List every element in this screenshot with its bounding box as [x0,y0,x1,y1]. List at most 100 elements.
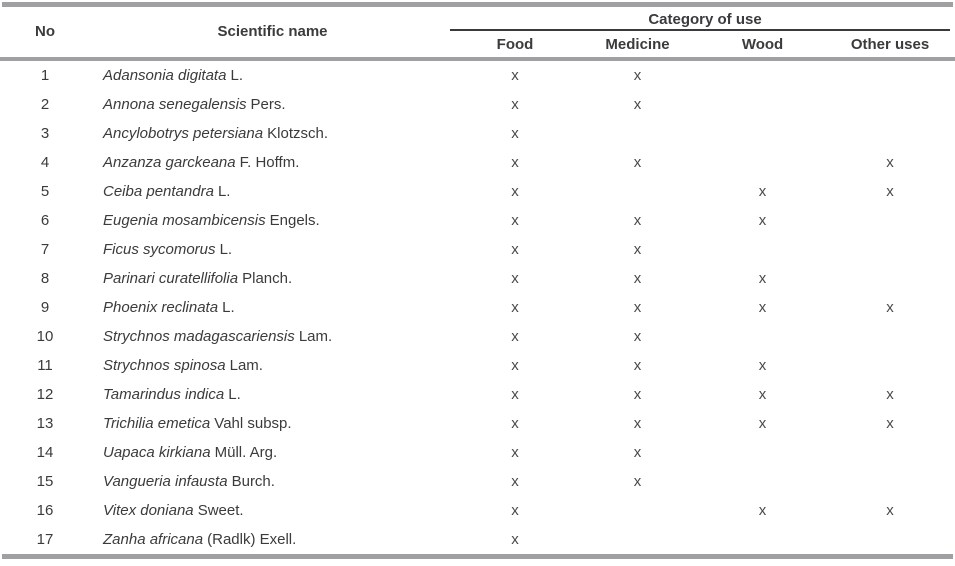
scientific-name-binomial: Zanha africana [103,531,204,548]
scientific-name-binomial: Anzanza garckeana [103,154,236,171]
author-abbreviation: (Radlk) Exell. [207,531,297,548]
row-number: 3 [40,125,50,142]
other-uses-mark: x [886,386,894,403]
food-mark: x [511,183,519,200]
author-abbreviation: L. [228,386,241,403]
table-body: 1 Adansonia digitata L. x x 2 Annona sene… [0,61,955,554]
table-row: 12 Tamarindus indica L. x x x x [0,380,955,409]
medicine-mark: x [633,270,642,287]
header-category-of-use: Category of use [648,11,762,28]
table-row: 11 Strychnos spinosa Lam. x x x [0,351,955,380]
row-number: 10 [36,328,54,345]
scientific-name: Parinari curatellifolia Planch. [90,270,455,287]
medicine-mark: x [633,154,642,171]
author-abbreviation: Klotzsch. [267,125,328,142]
row-number: 17 [36,531,54,548]
author-abbreviation: L. [230,67,243,84]
medicine-mark: x [633,96,642,113]
scientific-name-binomial: Phoenix reclinata [103,299,219,316]
row-number: 6 [40,212,50,229]
medicine-mark: x [633,415,642,432]
table-header: No Scientific name Category of use Food … [0,7,955,57]
author-abbreviation: Burch. [231,473,275,490]
scientific-name: Phoenix reclinata L. [90,299,455,316]
header-scientific-name: Scientific name [217,23,328,40]
scientific-name: Trichilia emetica Vahl subsp. [90,415,455,432]
header-rule [0,57,955,61]
scientific-name-binomial: Ceiba pentandra [103,183,214,200]
category-underline-rule [450,29,950,31]
medicine-mark: x [633,386,642,403]
other-uses-mark: x [886,502,894,519]
medicine-mark: x [633,212,642,229]
scientific-name: Anzanza garckeana F. Hoffm. [90,154,455,171]
category-of-use-group: Category of use Food Medicine Wood Other… [450,7,955,57]
author-abbreviation: Lam. [229,357,263,374]
wood-mark: x [758,502,767,519]
food-mark: x [511,270,519,287]
scientific-name-binomial: Annona senegalensis [103,96,247,113]
scientific-name: Vangueria infausta Burch. [90,473,455,490]
table-row: 14 Uapaca kirkiana Müll. Arg. x x [0,438,955,467]
food-mark: x [511,67,519,84]
row-number: 12 [36,386,54,403]
scientific-name-binomial: Parinari curatellifolia [103,270,239,287]
table-row: 2 Annona senegalensis Pers. x x [0,90,955,119]
scientific-name-binomial: Strychnos madagascariensis [103,328,295,345]
author-abbreviation: F. Hoffm. [239,154,300,171]
table-row: 6 Eugenia mosambicensis Engels. x x x [0,206,955,235]
row-number: 5 [40,183,50,200]
food-mark: x [511,241,519,258]
food-mark: x [511,96,519,113]
food-mark: x [511,415,519,432]
row-number: 4 [40,154,50,171]
author-abbreviation: L. [222,299,235,316]
scientific-name-binomial: Vangueria infausta [103,473,228,490]
table-row: 5 Ceiba pentandra L. x x x [0,177,955,206]
other-uses-mark: x [886,154,894,171]
row-number: 15 [36,473,54,490]
table-row: 1 Adansonia digitata L. x x [0,61,955,90]
table-row: 8 Parinari curatellifolia Planch. x x x [0,264,955,293]
wood-mark: x [758,183,767,200]
scientific-name-binomial: Ancylobotrys petersiana [103,125,264,142]
scientific-name-binomial: Ficus sycomorus [103,241,216,258]
top-rule [2,2,953,7]
scientific-name-binomial: Tamarindus indica [103,386,225,403]
table-row: 9 Phoenix reclinata L. x x x x [0,293,955,322]
scientific-name: Vitex doniana Sweet. [90,502,455,519]
row-number: 2 [40,96,50,113]
scientific-name-binomial: Adansonia digitata [103,67,227,84]
food-mark: x [511,357,519,374]
scientific-name: Adansonia digitata L. [90,67,455,84]
table-row: 7 Ficus sycomorus L. x x [0,235,955,264]
scientific-name: Strychnos spinosa Lam. [90,357,455,374]
author-abbreviation: Müll. Arg. [214,444,278,461]
row-number: 11 [37,357,53,374]
header-medicine: Medicine [605,35,670,53]
medicine-mark: x [633,357,642,374]
author-abbreviation: Vahl subsp. [214,415,292,432]
wood-mark: x [758,415,767,432]
food-mark: x [511,125,519,142]
scientific-name-binomial: Trichilia emetica [103,415,211,432]
header-other-uses: Other uses [850,35,930,53]
bottom-rule [2,554,953,559]
table-row: 15 Vangueria infausta Burch. x x [0,467,955,496]
scientific-name: Zanha africana (Radlk) Exell. [90,531,455,548]
row-number: 1 [40,67,50,84]
other-uses-mark: x [886,299,894,316]
food-mark: x [511,328,519,345]
row-number: 7 [40,241,50,258]
wood-mark: x [758,357,767,374]
scientific-name-binomial: Uapaca kirkiana [103,444,211,461]
food-mark: x [511,154,519,171]
scientific-name: Uapaca kirkiana Müll. Arg. [90,444,455,461]
scientific-name-binomial: Strychnos spinosa [103,357,226,374]
row-number: 14 [36,444,54,461]
wood-mark: x [758,212,767,229]
author-abbreviation: Planch. [242,270,293,287]
medicine-mark: x [633,328,642,345]
food-mark: x [511,444,519,461]
